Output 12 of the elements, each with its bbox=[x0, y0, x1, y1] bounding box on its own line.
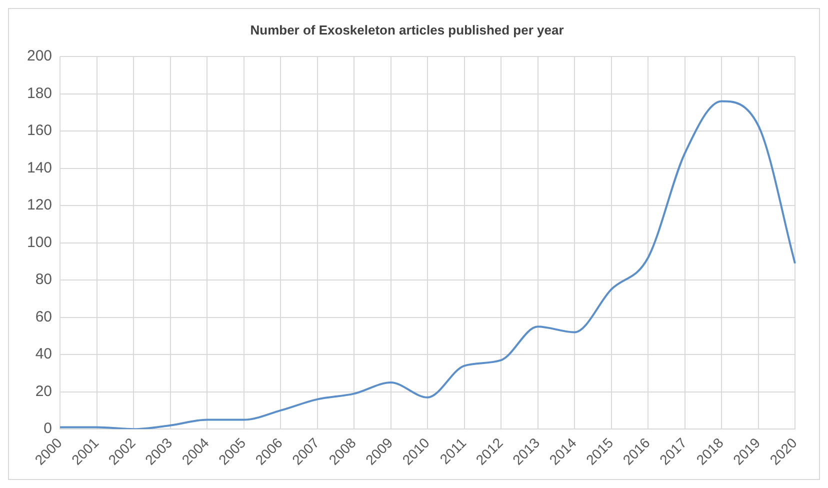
y-tick-label: 140 bbox=[26, 159, 52, 176]
y-tick-label: 100 bbox=[26, 234, 52, 251]
chart-title: Number of Exoskeleton articles published per year bbox=[250, 22, 564, 38]
y-tick-label: 40 bbox=[35, 346, 52, 363]
y-tick-label: 180 bbox=[26, 84, 52, 102]
y-tick-label: 0 bbox=[44, 420, 52, 438]
y-tick-label: 20 bbox=[35, 382, 52, 400]
y-tick-label: 120 bbox=[26, 196, 52, 214]
y-tick-label: 60 bbox=[35, 308, 52, 326]
y-tick-label: 80 bbox=[35, 271, 52, 288]
y-tick-label: 160 bbox=[26, 122, 52, 140]
y-tick-label: 200 bbox=[26, 48, 52, 65]
